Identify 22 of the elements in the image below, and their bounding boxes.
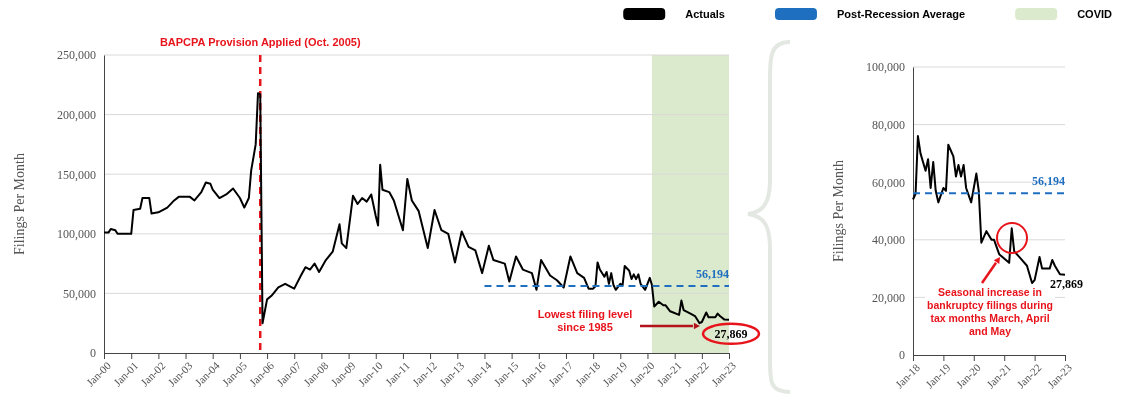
legend-label: Post-Recession Average [836, 8, 966, 20]
legend-label: Actuals [685, 8, 725, 20]
y-tick-label: 80,000 [872, 117, 905, 132]
annotation: 56,194 [696, 267, 729, 282]
ref-line-label: BAPCPA Provision Applied (Oct. 2005) [159, 36, 361, 48]
annotation: Lowest filing level since 1985 [537, 308, 633, 333]
y-tick-label: 100,000 [866, 60, 905, 75]
annotation: 27,869 [714, 326, 748, 341]
y-axis-title: Filings Per Month [12, 153, 27, 255]
y-tick-label: 200,000 [57, 107, 96, 122]
y-tick-label: 0 [90, 346, 96, 361]
y-tick-label: 150,000 [57, 167, 96, 182]
y-tick-label: 50,000 [63, 286, 96, 301]
legend-label: COVID [1077, 8, 1113, 20]
annotation: 56,194 [1032, 174, 1065, 189]
y-tick-label: 20,000 [872, 290, 905, 305]
y-axis-title: Filings Per Month [831, 160, 846, 262]
y-tick-label: 100,000 [57, 227, 96, 242]
y-tick-label: 250,000 [57, 48, 96, 63]
y-tick-label: 60,000 [872, 175, 905, 190]
y-tick-label: 0 [899, 348, 905, 363]
y-tick-label: 40,000 [872, 233, 905, 248]
